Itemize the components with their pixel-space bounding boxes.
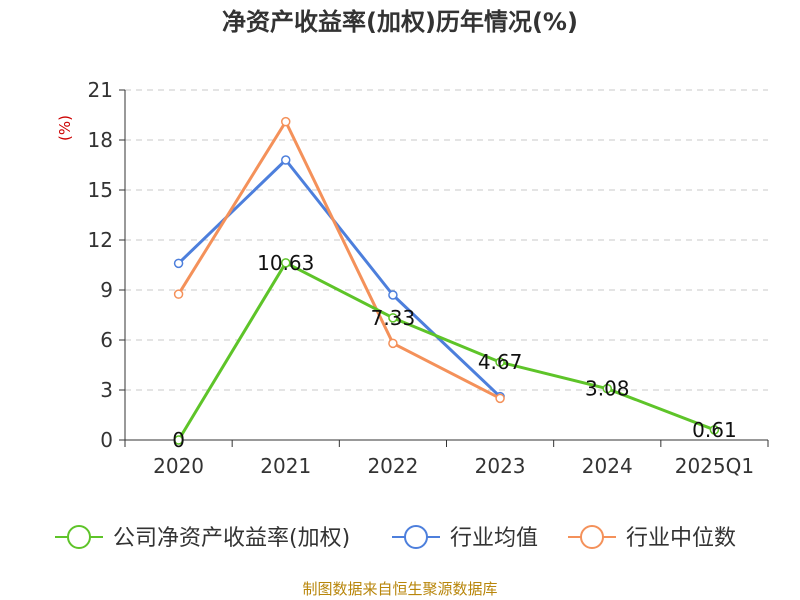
x-tick-label: 2020: [153, 454, 204, 478]
data-label: 0.61: [692, 418, 737, 442]
x-tick-label: 2025Q1: [675, 454, 754, 478]
data-point: [173, 435, 184, 445]
data-point: [495, 357, 505, 367]
y-tick-label: 6: [100, 328, 113, 352]
legend-label: 行业均值: [450, 526, 538, 551]
legend-swatch-marker: [580, 525, 604, 549]
data-label: 4.67: [478, 350, 523, 374]
series-line-2: [177, 120, 501, 400]
source-note: 制图数据来自恒生聚源数据库: [302, 580, 497, 598]
data-point: [281, 258, 291, 268]
y-tick-label: 21: [88, 78, 113, 102]
data-label: 0: [172, 428, 185, 452]
legend-swatch-marker: [404, 525, 428, 549]
y-tick-label: 12: [88, 228, 113, 252]
y-tick-label: 18: [88, 128, 113, 152]
data-label: 7.33: [371, 306, 416, 330]
data-point: [388, 290, 398, 300]
data-label: 10.63: [257, 251, 314, 275]
x-tick-label: 2023: [475, 454, 526, 478]
data-point: [495, 393, 505, 404]
data-point: [281, 116, 291, 127]
y-tick-label: 15: [88, 178, 113, 202]
chart-title: 净资产收益率(加权)历年情况(%): [222, 8, 578, 36]
legend-label: 行业中位数: [626, 526, 736, 551]
data-point: [602, 383, 612, 394]
x-tick-label: 2021: [260, 454, 311, 478]
data-point: [281, 155, 291, 165]
legend-swatch-marker: [67, 525, 91, 549]
data-point: [388, 313, 398, 323]
y-axis-label: (%): [56, 115, 74, 141]
x-tick-label: 2024: [582, 454, 633, 478]
series-line-1: [177, 158, 502, 398]
data-label: 3.08: [585, 377, 630, 401]
y-tick-label: 0: [100, 428, 113, 452]
data-point: [388, 338, 398, 349]
data-point: [173, 258, 184, 269]
legend-label: 公司净资产收益率(加权): [113, 526, 350, 551]
y-tick-label: 9: [100, 278, 113, 302]
data-point: [173, 289, 184, 299]
x-tick-label: 2022: [367, 454, 418, 478]
data-point: [709, 425, 720, 435]
series-line-0: [177, 261, 715, 441]
y-tick-label: 3: [100, 378, 113, 402]
